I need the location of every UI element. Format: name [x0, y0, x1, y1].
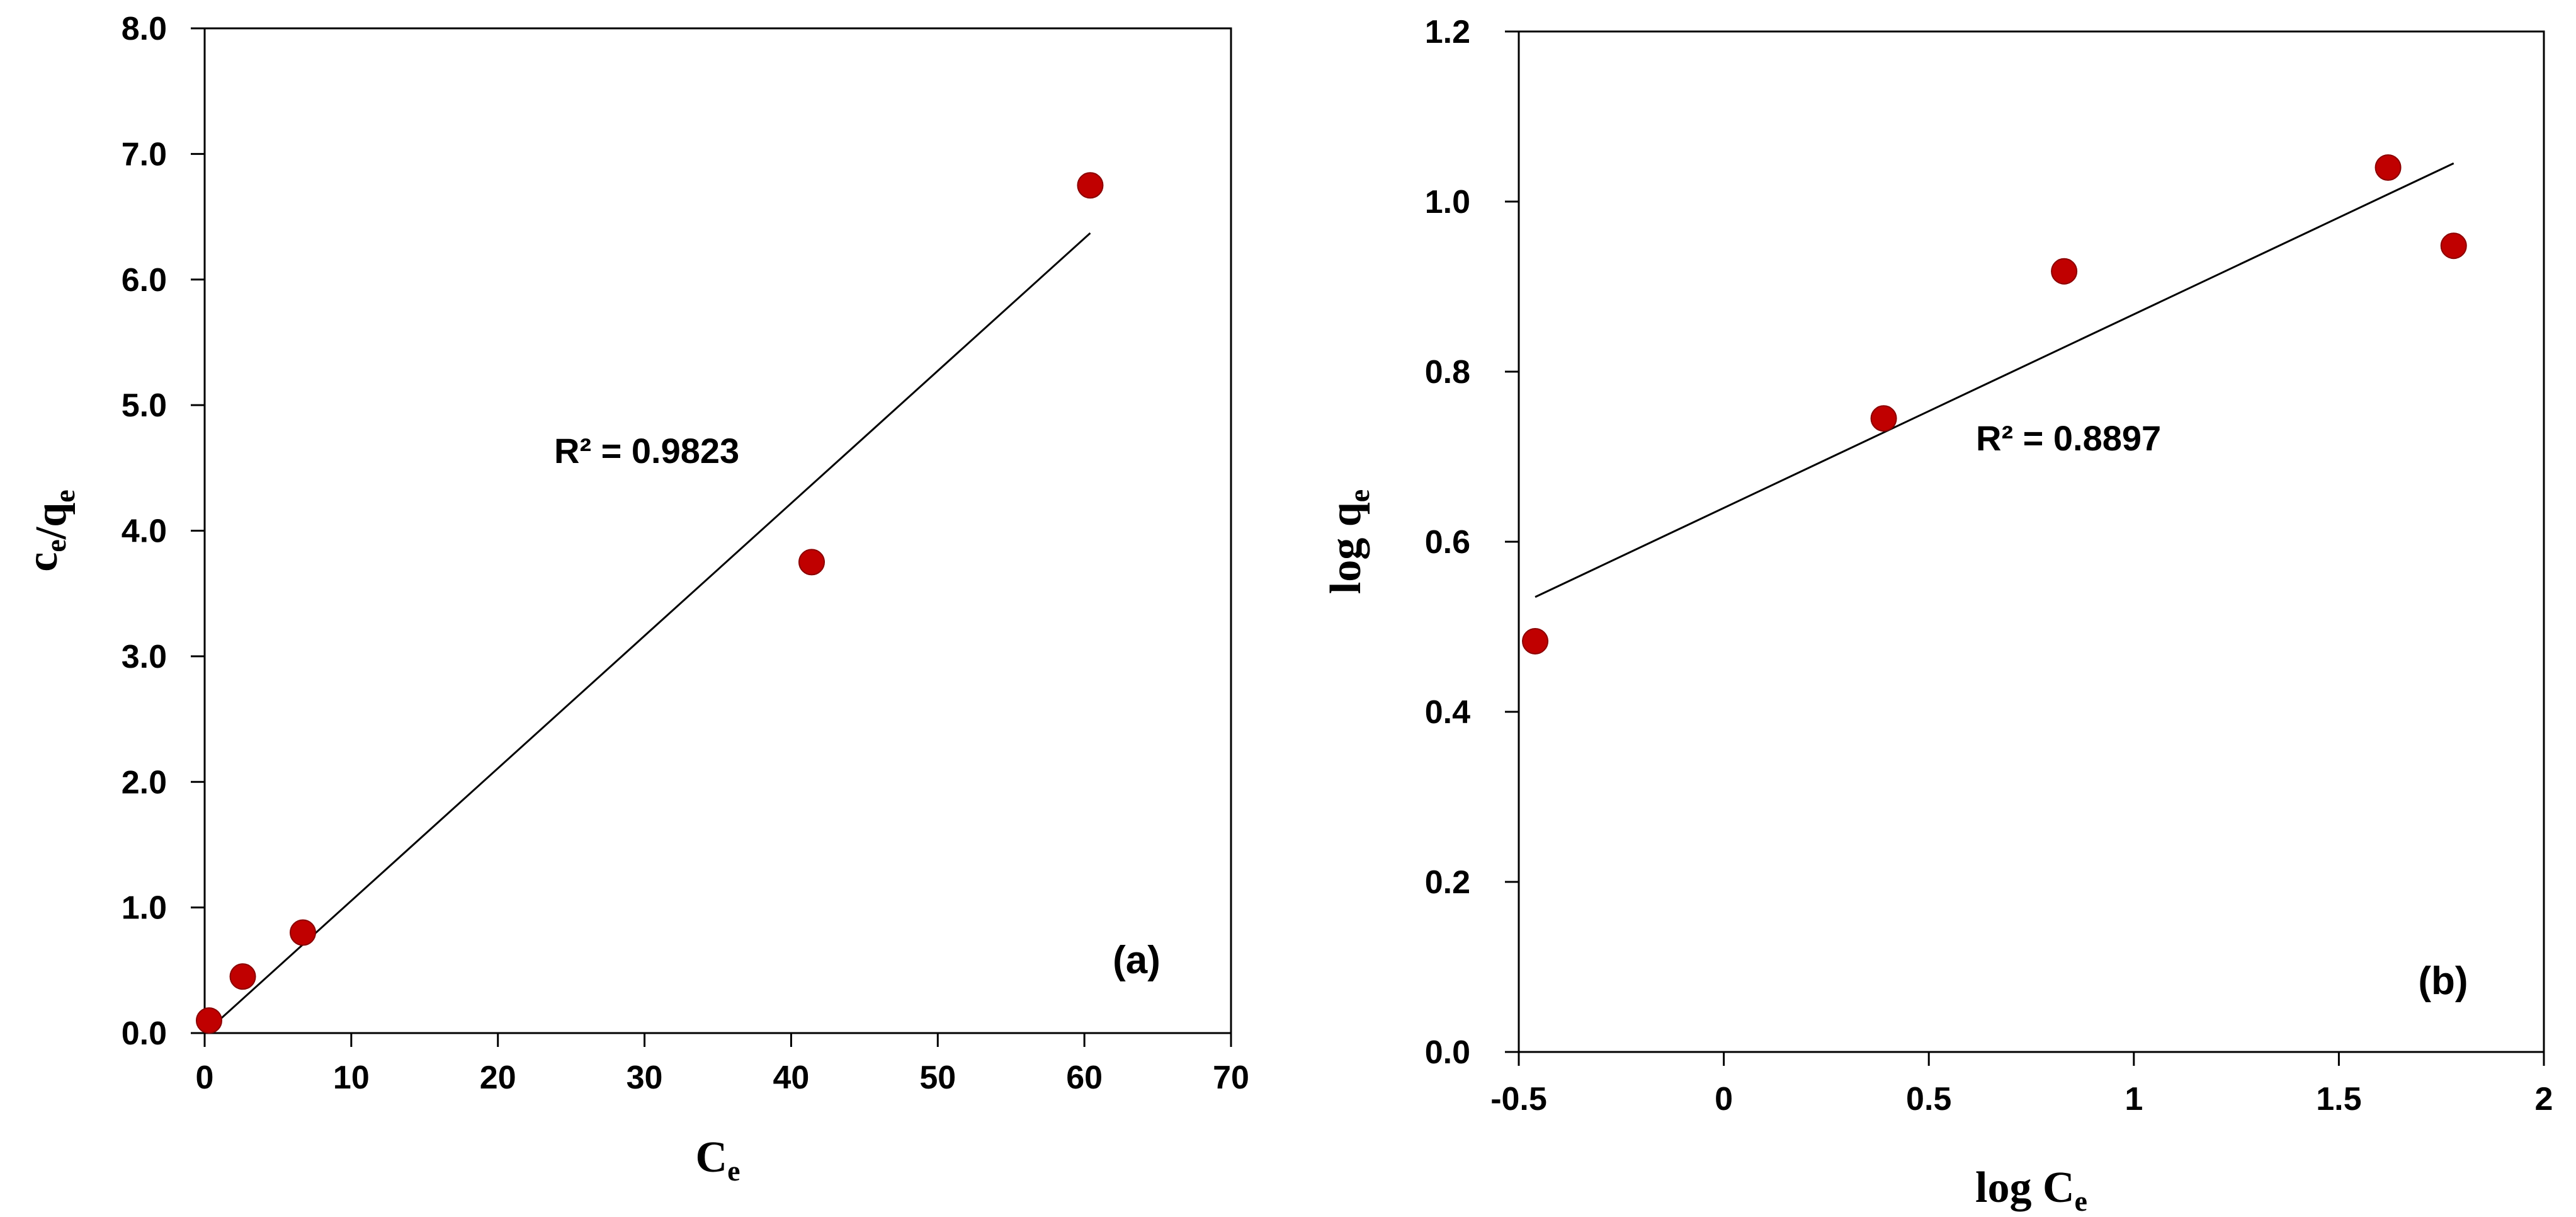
x-tick-label: 20: [480, 1060, 516, 1096]
data-point: [2375, 154, 2402, 181]
chart-a: 0 10 20 30 40 50 60 70 0.0 1.0 2.0 3.0 4.0 5.0 6.0 7.0 8…: [18, 11, 1249, 1187]
data-point: [2440, 232, 2467, 260]
data-point: [1870, 405, 1897, 432]
x-axis-title: log Ce: [1975, 1163, 2087, 1217]
data-point: [290, 919, 317, 946]
y-tick-label: 1.0: [1425, 184, 1470, 220]
y-tick-label: 0.8: [1425, 354, 1470, 391]
x-tick-label: 2: [2535, 1081, 2553, 1117]
x-tick-label: 0.5: [1906, 1081, 1951, 1117]
trendline: [208, 232, 1091, 1031]
r-squared-label: R² = 0.9823: [554, 431, 739, 471]
x-tick-label: 30: [627, 1060, 663, 1096]
x-tick-label: 0: [196, 1060, 214, 1096]
y-tick-label: 3.0: [122, 639, 167, 675]
y-tick-label: 8.0: [122, 11, 167, 47]
data-point: [229, 963, 256, 990]
x-tick-label: 10: [333, 1060, 370, 1096]
data-point: [1077, 172, 1104, 199]
r-squared-label: R² = 0.8897: [1976, 418, 2161, 458]
x-tick-label: 40: [773, 1060, 810, 1096]
plot-frame: [203, 27, 1232, 1034]
y-axis-title: ce/qe: [18, 489, 81, 571]
y-tick-label: 0.0: [122, 1015, 167, 1052]
plot-frame: [1518, 30, 2545, 1053]
x-tick-label: -0.5: [1490, 1081, 1547, 1117]
chart-b: -0.5 0 0.5 1 1.5 2 0.0 0.2 0.4 0.6 0.8 1.0 1.2 R² = 0…: [1322, 14, 2553, 1217]
y-tick-label: 7.0: [122, 136, 167, 173]
y-tick-label: 6.0: [122, 262, 167, 299]
panel-label: (a): [1113, 939, 1160, 982]
x-tick-label: 70: [1213, 1060, 1249, 1096]
y-tick-label: 0.6: [1425, 524, 1470, 561]
y-tick-label: 1.2: [1425, 14, 1470, 50]
y-tick-label: 2.0: [122, 764, 167, 801]
y-tick-label: 0.0: [1425, 1034, 1470, 1071]
x-tick-label: 0: [1715, 1081, 1733, 1117]
y-tick-label: 1.0: [122, 890, 167, 927]
data-point: [798, 549, 826, 576]
trendline: [1535, 162, 2454, 598]
x-tick-label: 1: [2125, 1081, 2143, 1117]
x-tick-label: 60: [1066, 1060, 1103, 1096]
data-point: [2051, 258, 2078, 285]
y-axis-title: log qe: [1322, 489, 1375, 594]
y-tick-label: 5.0: [122, 387, 167, 424]
data-point: [1522, 627, 1549, 654]
panel-label: (b): [2418, 959, 2468, 1003]
x-tick-label: 50: [919, 1060, 956, 1096]
data-point: [195, 1007, 222, 1034]
y-tick-label: 4.0: [122, 513, 167, 550]
y-tick-label: 0.2: [1425, 864, 1470, 901]
y-tick-label: 0.4: [1425, 694, 1470, 731]
x-tick-label: 1.5: [2316, 1081, 2361, 1117]
x-axis-title: Ce: [696, 1133, 740, 1187]
